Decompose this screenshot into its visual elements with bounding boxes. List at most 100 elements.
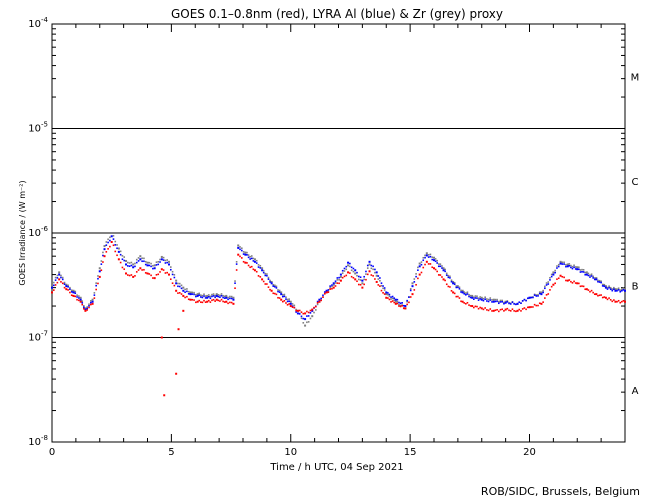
data-point <box>571 267 574 270</box>
data-point <box>584 273 587 276</box>
data-point <box>606 286 609 289</box>
data-point <box>98 267 101 270</box>
data-point <box>246 254 248 256</box>
data-point <box>157 260 160 263</box>
data-point <box>332 282 335 285</box>
data-point <box>285 296 287 299</box>
data-point <box>193 291 195 294</box>
data-point <box>540 302 543 305</box>
data-point <box>460 291 462 293</box>
data-point <box>516 309 519 312</box>
data-point <box>74 290 77 293</box>
data-point <box>78 295 80 297</box>
data-point <box>223 297 226 299</box>
data-point <box>388 295 391 298</box>
data-point <box>584 271 587 274</box>
data-point <box>579 285 582 288</box>
data-point <box>105 251 108 253</box>
data-point <box>244 253 247 256</box>
data-point <box>525 299 527 302</box>
data-point <box>525 308 527 311</box>
data-point <box>61 276 64 279</box>
data-point <box>549 289 551 291</box>
data-point <box>383 287 386 289</box>
data-point <box>604 286 607 289</box>
data-point <box>550 273 553 276</box>
data-point <box>283 293 286 296</box>
data-point <box>444 279 446 282</box>
data-point <box>614 288 617 291</box>
data-point <box>214 294 216 297</box>
data-point <box>457 285 459 287</box>
data-point <box>387 293 389 296</box>
data-point <box>622 287 625 290</box>
data-point <box>420 263 423 266</box>
data-point <box>491 301 493 303</box>
data-point <box>76 294 78 296</box>
data-point <box>479 306 481 309</box>
data-point <box>132 266 135 269</box>
data-point <box>266 274 268 277</box>
data-point <box>60 281 62 283</box>
data-point <box>578 266 580 269</box>
data-point <box>393 301 396 304</box>
data-point <box>466 301 469 304</box>
data-point <box>436 259 438 262</box>
data-point <box>391 295 394 298</box>
data-point <box>65 283 68 286</box>
data-point <box>554 269 556 272</box>
data-point <box>408 301 410 304</box>
data-point <box>598 281 601 283</box>
data-point <box>234 280 236 282</box>
data-point <box>431 258 434 261</box>
data-point <box>191 298 194 301</box>
data-point <box>253 260 256 263</box>
data-point <box>56 277 59 279</box>
data-point <box>542 301 544 303</box>
data-point <box>58 278 61 281</box>
data-point <box>613 299 615 301</box>
data-point <box>300 311 303 313</box>
data-point <box>472 298 475 300</box>
data-point <box>54 279 57 281</box>
data-point <box>571 265 574 268</box>
data-point <box>166 259 168 261</box>
data-point <box>117 247 120 250</box>
data-point <box>277 289 279 291</box>
flare-class-label: A <box>632 386 639 397</box>
data-point <box>164 262 167 264</box>
data-point <box>336 282 339 284</box>
data-point <box>352 276 355 279</box>
data-point <box>264 283 267 285</box>
data-point <box>291 303 294 305</box>
data-point <box>51 286 53 289</box>
data-point <box>253 258 256 261</box>
data-point <box>255 259 258 262</box>
data-point <box>441 276 443 278</box>
data-point <box>501 299 504 302</box>
data-point <box>107 241 109 244</box>
data-point <box>385 291 388 294</box>
data-point <box>175 289 178 292</box>
data-point <box>350 275 353 278</box>
data-point <box>100 263 103 265</box>
data-point <box>537 293 539 296</box>
data-point <box>235 261 238 263</box>
data-point <box>363 278 365 281</box>
data-point <box>244 251 247 254</box>
data-point <box>597 280 599 283</box>
data-point <box>461 289 464 292</box>
data-point <box>472 306 475 309</box>
data-point <box>590 273 593 276</box>
outlier-points <box>160 309 185 397</box>
data-point <box>65 288 68 291</box>
data-point <box>83 307 85 310</box>
data-point <box>617 289 620 291</box>
data-point <box>117 258 120 261</box>
data-point <box>463 293 466 295</box>
data-point <box>70 294 73 297</box>
data-point <box>189 293 192 296</box>
data-point <box>331 285 333 288</box>
data-point <box>206 296 209 299</box>
outlier-point <box>160 336 163 339</box>
